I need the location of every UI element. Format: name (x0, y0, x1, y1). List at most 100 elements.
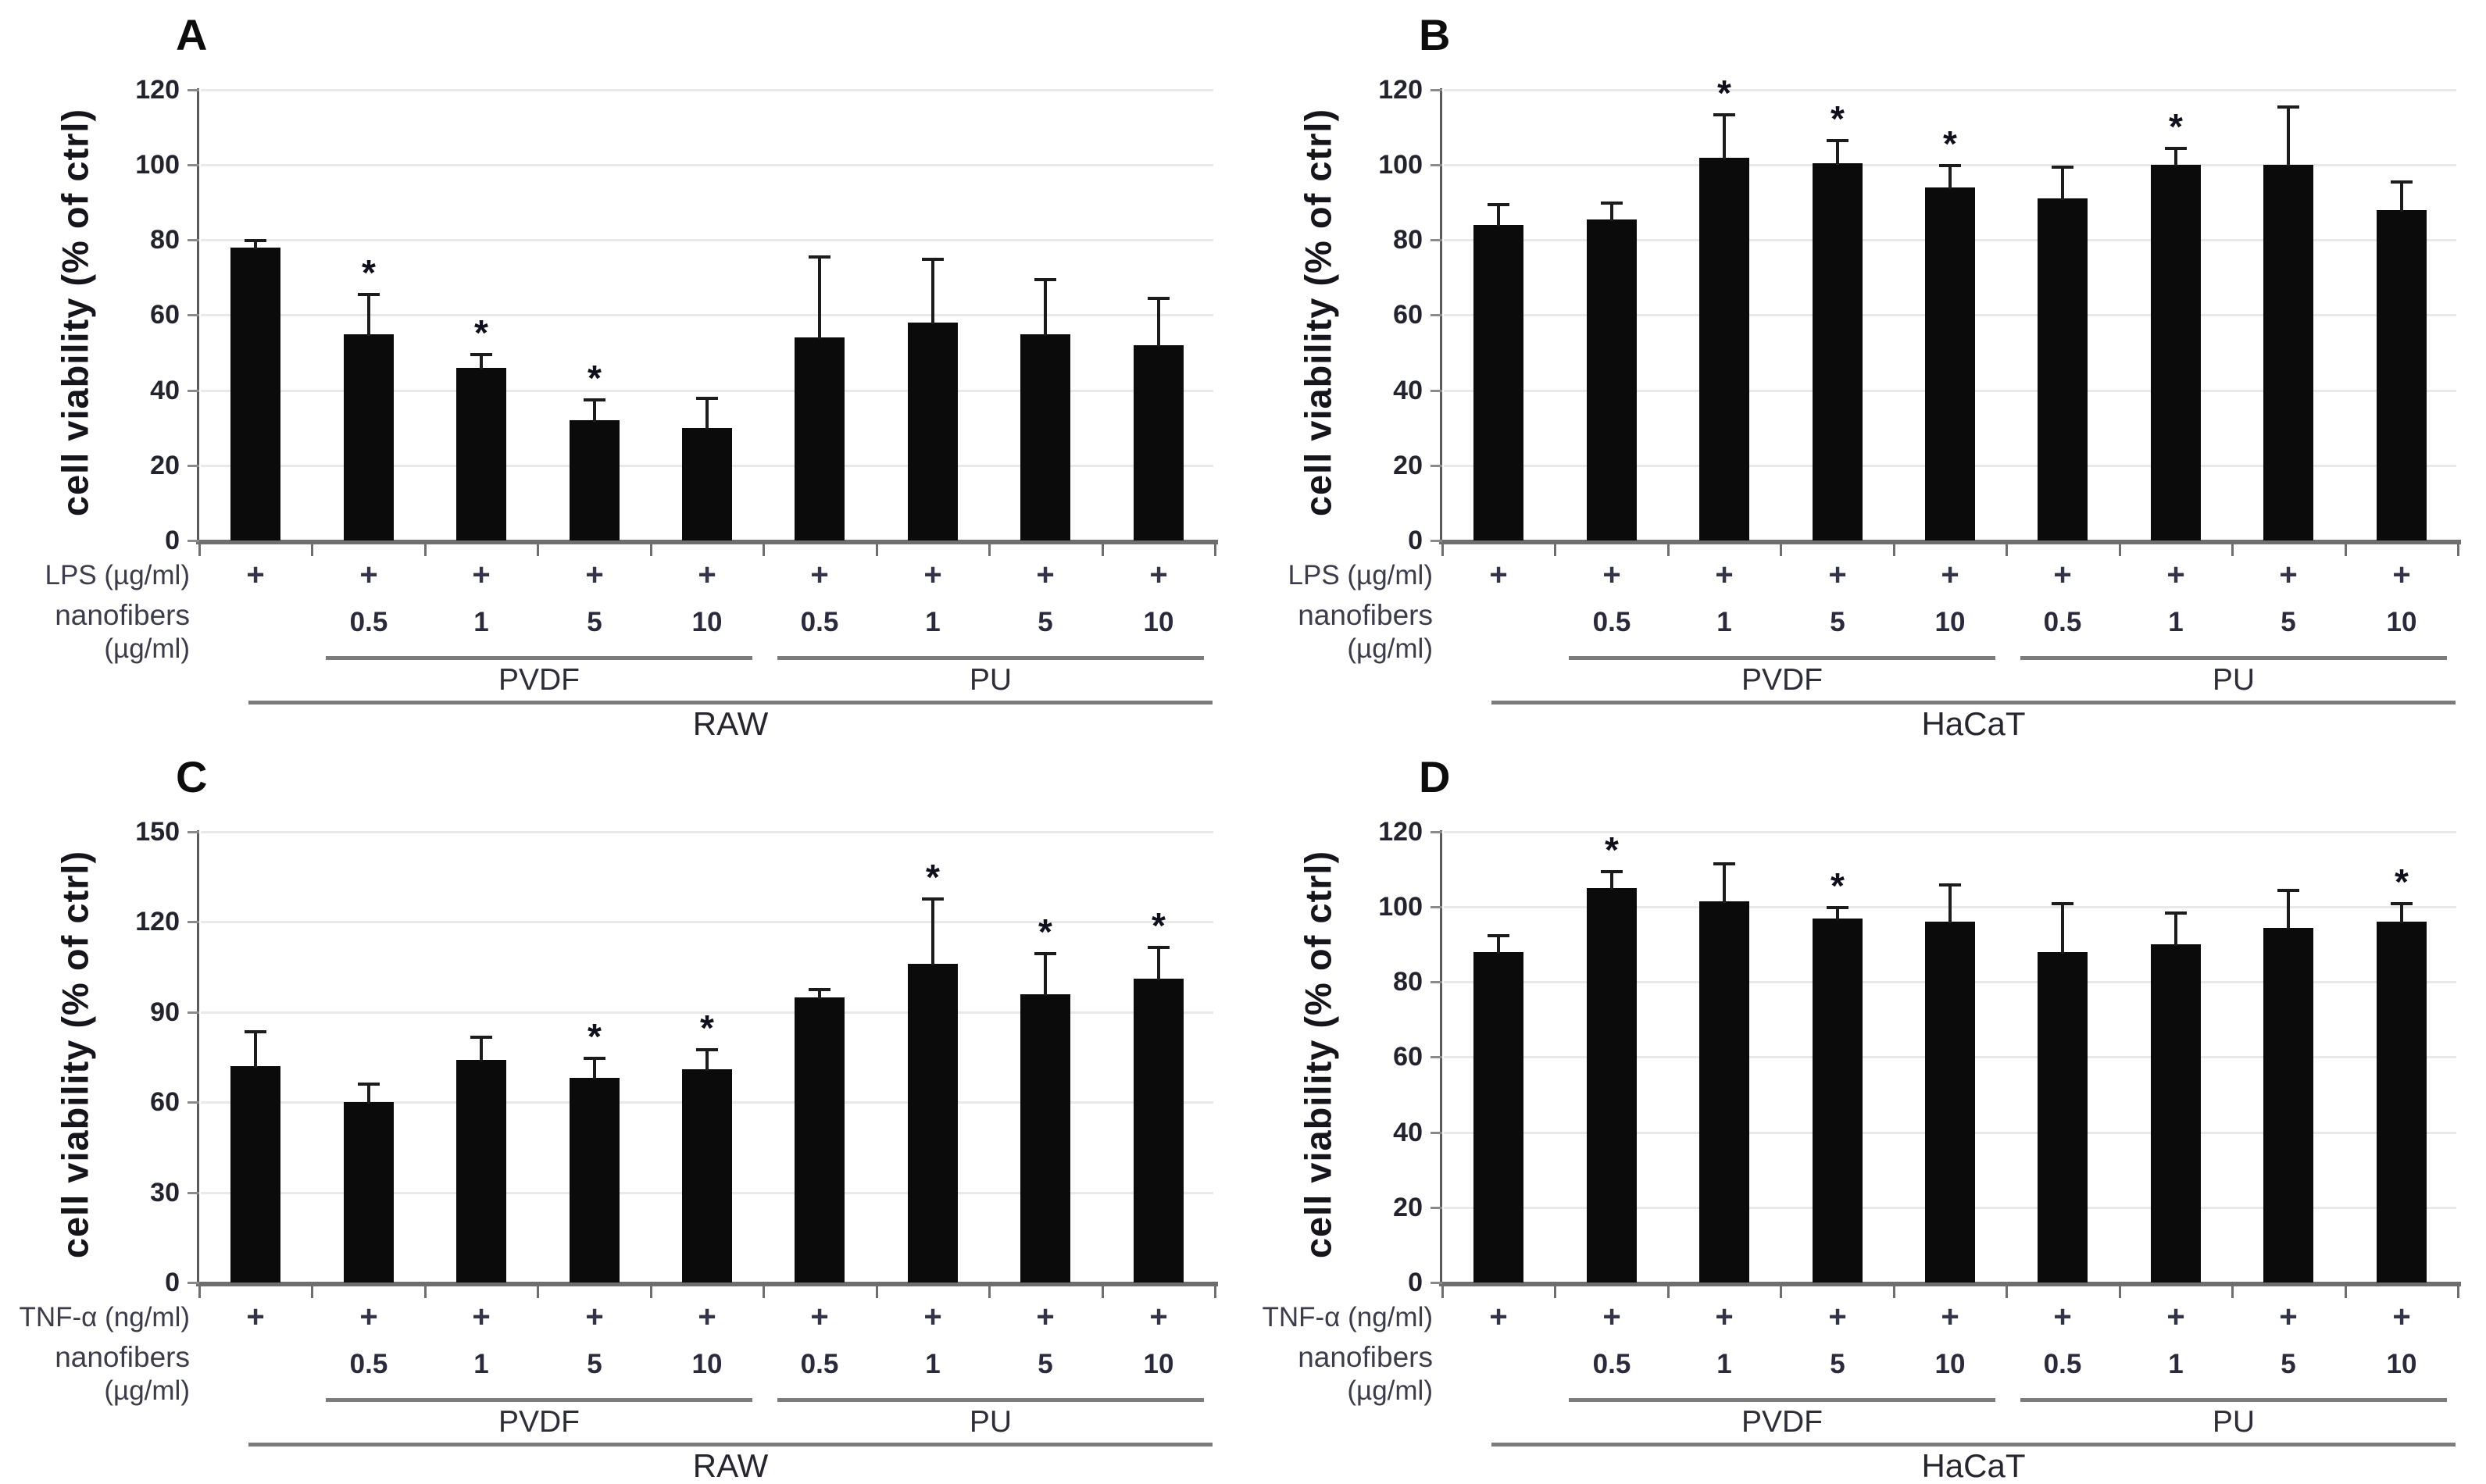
gridline (201, 314, 1213, 316)
y-tick-label: 40 (1393, 1118, 1423, 1147)
significance-star: * (588, 358, 602, 398)
bar (1813, 163, 1863, 540)
error-bar (1157, 949, 1160, 980)
material-underline (777, 1398, 1204, 1402)
x-tick (2006, 544, 2008, 556)
error-bar-cap (2165, 911, 2187, 915)
error-bar (254, 242, 257, 249)
x-tick (1214, 544, 1216, 556)
x-tick (650, 544, 652, 556)
error-bar (1497, 937, 1500, 954)
nanofibers-unit-label: (µg/ml) (104, 1375, 190, 1406)
x-tick (1441, 544, 1444, 556)
error-bar-cap (2277, 105, 2299, 109)
error-bar (1948, 886, 1952, 923)
dose-label: 5 (587, 1349, 602, 1379)
material-underline (2020, 1398, 2447, 1402)
dose-label: 10 (691, 1349, 723, 1379)
stim-plus: + (2053, 1300, 2072, 1334)
error-bar (2400, 184, 2403, 212)
error-bar-cap (358, 1083, 380, 1086)
stimulant-label: LPS (µg/ml) (45, 560, 190, 590)
significance-star: * (474, 312, 488, 353)
bar (1473, 225, 1523, 540)
y-tick-label: 120 (135, 75, 180, 105)
bar (908, 964, 958, 1282)
cell-line-underline (248, 701, 1213, 705)
material-label: PU (2212, 663, 2256, 697)
y-tick (188, 239, 199, 241)
error-bar (2174, 915, 2177, 946)
significance-star: * (1943, 123, 1957, 164)
error-bar (705, 400, 709, 430)
stim-plus: + (359, 558, 378, 592)
cell-line-underline (1491, 701, 2456, 705)
material-underline (1569, 1398, 1995, 1402)
material-label: PVDF (498, 663, 580, 697)
y-tick-label: 100 (1378, 150, 1423, 180)
error-bar (2061, 905, 2064, 954)
stim-plus: + (1489, 558, 1508, 592)
error-bar-cap (245, 239, 266, 242)
dose-label: 1 (2168, 1349, 2184, 1379)
error-bar-cap (922, 258, 944, 261)
cell-line-label: RAW (692, 705, 769, 742)
y-tick-label: 100 (135, 150, 180, 180)
error-bar (1836, 142, 1839, 165)
dose-label: 10 (2386, 607, 2417, 637)
dose-label: 1 (925, 607, 941, 637)
bar (795, 337, 845, 540)
x-tick (1667, 544, 1670, 556)
error-bar-cap (2052, 166, 2073, 169)
y-tick (188, 1101, 199, 1104)
y-tick (188, 921, 199, 923)
y-tick-label: 120 (135, 907, 180, 936)
stim-plus: + (698, 1300, 716, 1334)
dose-label: 10 (691, 607, 723, 637)
y-tick-label: 60 (150, 300, 180, 330)
y-tick-label: 60 (1393, 1042, 1423, 1072)
y-tick (1431, 540, 1442, 542)
y-tick-label: 80 (150, 225, 180, 255)
significance-star: * (588, 1016, 602, 1057)
stim-plus: + (1715, 1300, 1734, 1334)
x-axis-line (1439, 1282, 2461, 1286)
stim-plus: + (1036, 558, 1055, 592)
y-tick-label: 0 (1408, 1268, 1423, 1297)
y-tick-label: 0 (165, 1268, 180, 1297)
error-bar (2287, 892, 2290, 929)
dose-label: 0.5 (1592, 607, 1631, 637)
y-tick-label: 100 (1378, 892, 1423, 922)
panel-letter: C (176, 752, 208, 801)
dose-label: 1 (925, 1349, 941, 1379)
x-tick (2119, 1286, 2121, 1298)
x-tick (988, 544, 991, 556)
error-bar-cap (696, 1048, 718, 1051)
error-bar-cap (696, 397, 718, 400)
stim-plus: + (585, 1300, 604, 1334)
material-underline (326, 1398, 752, 1402)
bar (2263, 928, 2313, 1282)
nanofibers-label: nanofibers (1298, 1341, 1433, 1373)
error-bar-cap (358, 293, 380, 296)
bar (1699, 158, 1749, 540)
bar (570, 420, 620, 540)
x-tick (650, 1286, 652, 1298)
bar (2038, 952, 2088, 1282)
error-bar-cap (1601, 202, 1623, 205)
bar (1134, 979, 1184, 1282)
error-bar (1157, 300, 1160, 347)
bar (2377, 210, 2427, 540)
x-tick (2457, 1286, 2459, 1298)
error-bar (1723, 116, 1726, 159)
bar (1925, 922, 1975, 1282)
y-tick (1431, 906, 1442, 908)
bar (1813, 919, 1863, 1282)
dose-label: 1 (2168, 607, 2184, 637)
x-axis-line (1439, 540, 2461, 544)
y-tick (1431, 89, 1442, 91)
x-tick (1667, 1286, 1670, 1298)
bar (230, 1066, 280, 1282)
nanofibers-unit-label: (µg/ml) (1347, 633, 1433, 664)
nanofibers-label: nanofibers (1298, 599, 1433, 631)
